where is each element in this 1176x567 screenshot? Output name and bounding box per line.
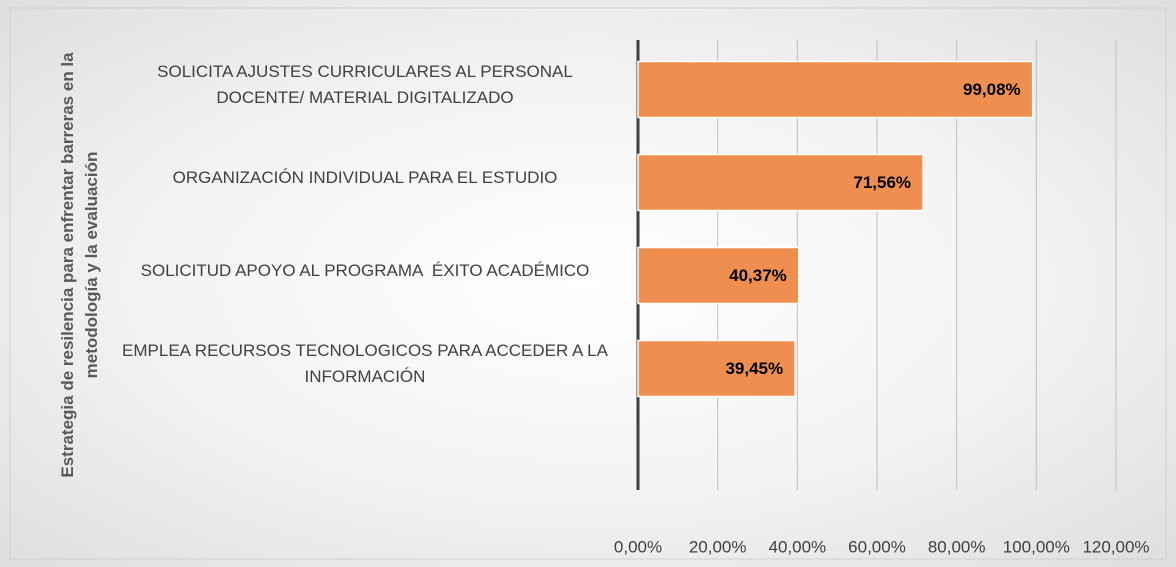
y-tick-label: SOLICITUD APOYO AL PROGRAMA ÉXITO ACADÉM… [140,260,590,280]
data-label: 40,37% [729,266,787,285]
y-tick-label: ORGANIZACIÓN INDIVIDUAL PARA EL ESTUDIO [172,167,558,187]
data-label: 99,08% [963,80,1021,99]
bar [637,60,1034,119]
data-label: 71,56% [853,173,911,192]
bar [637,339,796,398]
x-tick-label: 80,00% [928,537,986,556]
y-axis-title: Estrategia de resilencia para enfrentar … [58,52,101,478]
x-tick-label: 60,00% [848,537,906,556]
chart-frame [9,7,1167,560]
data-label: 39,45% [725,359,783,378]
bar [637,153,924,212]
bar [637,246,800,305]
y-tick-label: SOLICITA AJUSTES CURRICULARES AL PERSONA… [157,61,578,107]
x-tick-label: 100,00% [1003,537,1070,556]
x-tick-label: 120,00% [1082,537,1149,556]
y-tick-label: EMPLEA RECURSOS TECNOLOGICOS PARA ACCEDE… [122,340,613,386]
x-tick-label: 0,00% [614,537,662,556]
x-tick-label: 20,00% [689,537,747,556]
x-tick-label: 40,00% [768,537,826,556]
